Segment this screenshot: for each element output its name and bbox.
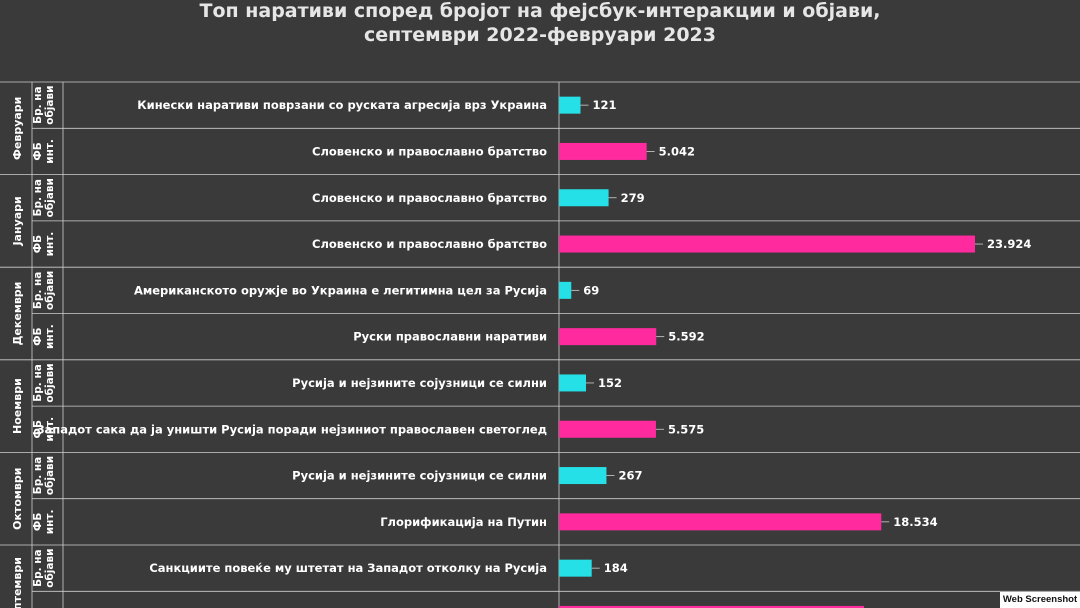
interactions-bar [559,142,647,160]
month-label: Септември [11,557,24,608]
interactions-bar [559,235,975,253]
metric-type-label: Бр. наобјави [32,363,56,402]
posts-bar [559,281,572,299]
category-label: Западот сака да ја уништи Русија поради … [36,422,547,436]
metric-type-label: ФБинт. [32,510,56,535]
posts-bar [559,467,607,485]
interactions-bar [559,513,882,531]
posts-bar [559,96,581,114]
value-label: 5.042 [659,144,695,158]
metric-type-label: ФБинт. [32,232,56,257]
category-label: Словенско и православно братство [312,191,547,205]
month-label: Јануари [11,196,24,246]
category-label: Кинески наративи поврзани со руската агр… [137,98,547,112]
value-label: 184 [604,561,628,575]
value-label: 18.534 [893,515,937,529]
month-label: Ноември [11,378,24,434]
category-label: Словенско и православно братство [312,144,547,158]
value-label: 5.592 [668,330,704,344]
category-label: Русија и нејзините сојузници се силни [292,376,547,390]
metric-type-label: ФБинт. [32,324,56,349]
category-label: Словенско и православно братство [312,237,547,251]
value-label: 267 [618,469,642,483]
metric-type-label: ФБинт. [32,139,56,164]
posts-bar [559,559,592,577]
category-label: Американското оружје во Украина е легити… [134,283,547,297]
metric-type-label: Бр. наобјави [32,178,56,217]
interactions-bar [559,420,656,438]
metric-type-label: Бр. наобјави [32,86,56,125]
month-label: Декември [11,282,24,346]
value-label: 279 [621,191,645,205]
watermark-label: Web Screenshot [1000,592,1080,608]
category-label: Русија и нејзините сојузници се силни [292,469,547,483]
month-label: Февруари [11,97,24,160]
value-label: 152 [598,376,622,390]
metric-type-label: Бр. наобјави [32,456,56,495]
category-label: Руски православни наративи [353,330,547,344]
chart-title-line-2: септември 2022-февруари 2023 [363,24,716,46]
posts-bar [559,189,609,207]
metric-type-label: Бр. наобјави [32,549,56,588]
chart-title-line-1: Топ наративи според бројот на фејсбук-ин… [199,0,881,22]
metric-type-label: ФБинт. [32,417,56,442]
posts-bar [559,374,587,392]
interactions-bar-partial [559,605,864,608]
month-label: Октомври [11,468,24,530]
value-label: 69 [583,283,599,297]
chart-title-area: Топ наративи според бројот на фејсбук-ин… [0,0,1080,82]
category-label: Глорификација на Путин [380,515,547,529]
metric-type-label: Бр. наобјави [32,271,56,310]
value-label: 5.575 [668,422,704,436]
category-label: Санкциите повеќе му штетат на Западот от… [149,561,547,575]
interactions-bar [559,328,657,346]
value-label: 23.924 [987,237,1031,251]
value-label: 121 [593,98,617,112]
